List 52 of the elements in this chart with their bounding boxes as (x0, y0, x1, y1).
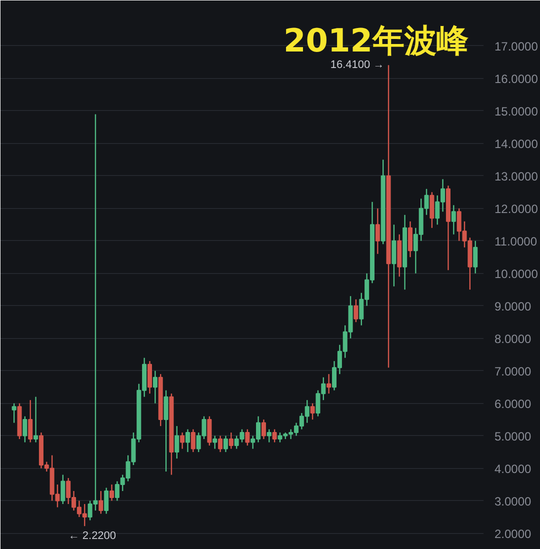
candlestick (109, 484, 114, 502)
candlestick (354, 298, 358, 323)
y-tick-label: 7.0000 (494, 364, 532, 378)
y-tick-label: 2.0000 (494, 526, 532, 541)
y-tick-label: 4.0000 (494, 462, 532, 476)
candlestick (34, 396, 38, 443)
candlestick (104, 487, 109, 514)
y-tick-label: 12.0000 (494, 202, 538, 216)
candlestick (28, 399, 33, 443)
candlestick (473, 240, 478, 274)
candlestick (185, 428, 190, 453)
candlestick (223, 435, 228, 453)
candlestick (392, 224, 396, 287)
candlestick (164, 390, 168, 472)
candlestick (430, 192, 434, 228)
y-tick-label: 9.0000 (494, 299, 532, 314)
candlestick (310, 402, 315, 420)
y-tick-label: 8.0000 (494, 332, 532, 346)
candlestick (375, 208, 380, 254)
y-tick-label: 17.0000 (494, 39, 538, 54)
annotation: ← 2.2200 (68, 530, 116, 542)
y-tick-label: 3.0000 (494, 494, 532, 508)
candlestick (408, 220, 412, 258)
candlestick (451, 204, 456, 235)
candlestick (190, 428, 196, 453)
y-tick-label: 6.0000 (494, 396, 532, 411)
candlestick (228, 432, 234, 450)
annotation: 16.4100 → (330, 59, 384, 72)
candlestick (218, 435, 223, 453)
candlestick (207, 416, 212, 446)
candlestick (22, 416, 28, 443)
y-tick-label: 10.0000 (494, 266, 538, 281)
candlestick (212, 435, 218, 450)
text: 2012年波峰 (284, 22, 469, 60)
candlestick (174, 425, 180, 460)
y-tick-label: 16.0000 (494, 72, 538, 86)
candlestick (180, 432, 185, 450)
y-tick-label: 13.0000 (494, 169, 538, 184)
candlestick (326, 373, 332, 394)
y-tick-label: 15.0000 (494, 104, 538, 118)
candlestick (60, 474, 66, 505)
candlestick (245, 428, 250, 446)
candlestick (266, 428, 272, 443)
candlestick (261, 418, 266, 440)
y-tick-label: 11.0000 (494, 234, 538, 248)
candlestick (12, 402, 16, 424)
candlestick (147, 360, 152, 394)
candlestick (152, 370, 158, 404)
candlestick (98, 490, 104, 514)
y-tick-label: 5.0000 (494, 429, 532, 444)
y-tick-label: 14.0000 (494, 136, 538, 151)
candlestick (272, 428, 277, 443)
